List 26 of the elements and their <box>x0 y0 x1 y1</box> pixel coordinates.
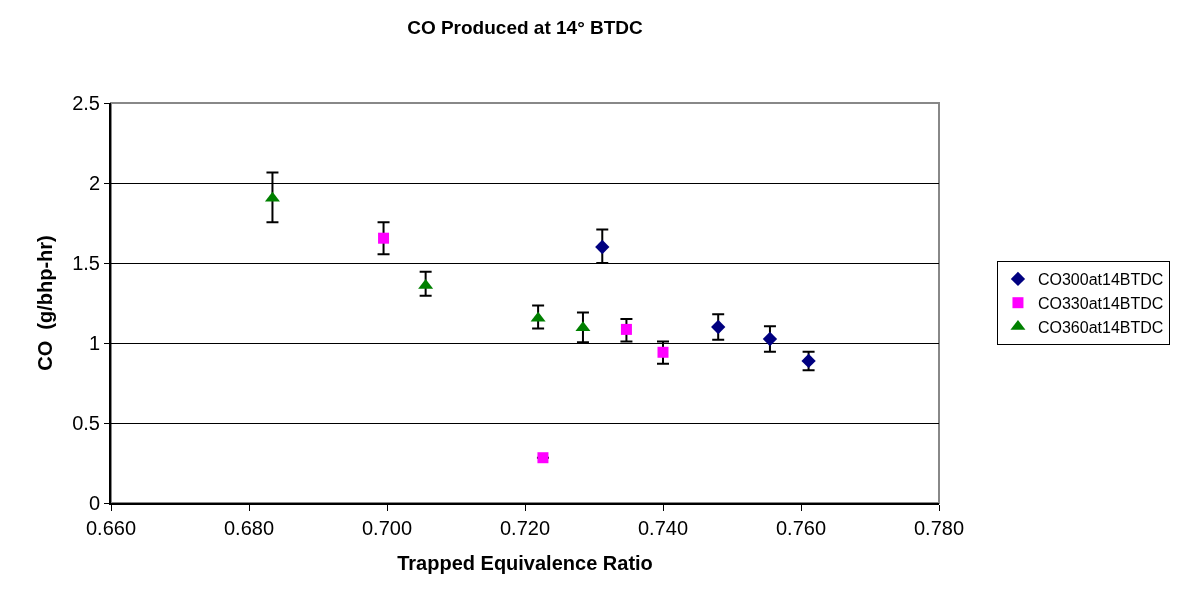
legend-label: CO330at14BTDC <box>1037 294 1164 312</box>
y-axis-title: CO (g/bhp-hr) <box>34 235 57 371</box>
y-tick-label: 2 <box>88 172 100 194</box>
x-tick-label: 0.780 <box>913 517 965 539</box>
x-tick-label: 0.740 <box>637 517 689 539</box>
point <box>595 239 610 255</box>
x-axis-title: Trapped Equivalence Ratio <box>397 552 653 574</box>
point <box>537 452 549 464</box>
x-tick-label: 0.700 <box>361 517 413 539</box>
y-tick-label: 0.5 <box>72 412 100 434</box>
y-tick-label: 1 <box>88 332 100 354</box>
x-tick-label: 0.660 <box>85 517 137 539</box>
y-tick-label: 2.5 <box>72 92 100 114</box>
y-tick-label: 1.5 <box>72 252 100 274</box>
x-tick-label: 0.680 <box>223 517 275 539</box>
legend-label: CO300at14BTDC <box>1037 271 1164 289</box>
x-tick-label: 0.760 <box>775 517 827 539</box>
legend-label: CO360at14BTDC <box>1037 318 1164 336</box>
chart-title: CO Produced at 14° BTDC <box>407 16 644 38</box>
point <box>378 232 390 244</box>
x-tick-label: 0.720 <box>499 517 551 539</box>
point <box>620 323 632 335</box>
point <box>657 346 669 358</box>
point <box>762 331 778 347</box>
point <box>711 319 726 335</box>
y-tick-label: 0 <box>88 492 100 514</box>
